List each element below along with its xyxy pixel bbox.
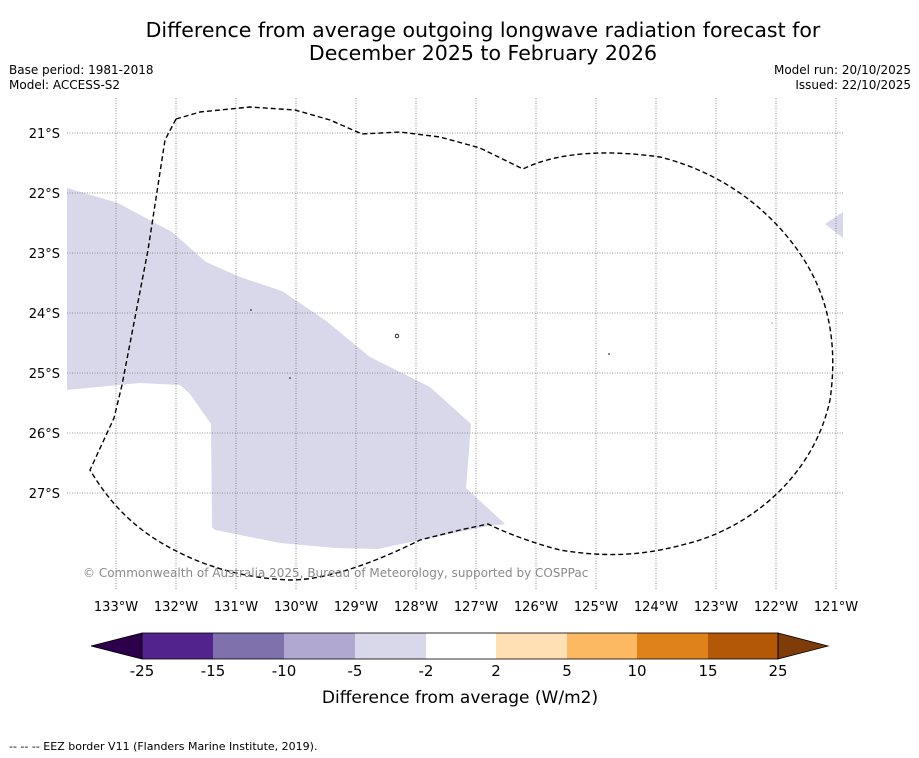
model-name: Model: ACCESS-S2 bbox=[9, 78, 121, 92]
map-title: Difference from average outgoing longwav… bbox=[0, 19, 919, 65]
lat-label-26s: 26°S bbox=[29, 427, 60, 442]
lon-label-123w: 123°W bbox=[694, 600, 738, 615]
lat-label-27s: 27°S bbox=[29, 487, 60, 502]
colorbar-tick-neg25: -25 bbox=[130, 662, 155, 680]
longitude-labels: 133°W 132°W 131°W 130°W 129°W 128°W 127°… bbox=[94, 600, 858, 615]
anomaly-region bbox=[67, 188, 505, 549]
colorbar-tick-neg2: -2 bbox=[419, 662, 434, 680]
colorbar-tick-5: 5 bbox=[562, 662, 572, 680]
colorbar-segment-neg2-2 bbox=[426, 633, 496, 659]
issued-date: Issued: 22/10/2025 bbox=[795, 78, 911, 92]
colorbar-tick-neg15: -15 bbox=[201, 662, 226, 680]
lon-label-128w: 128°W bbox=[394, 600, 438, 615]
map-title-line2: December 2025 to February 2026 bbox=[308, 41, 658, 65]
colorbar bbox=[90, 632, 830, 660]
model-run-date: Model run: 20/10/2025 bbox=[773, 63, 911, 77]
colorbar-tick-25: 25 bbox=[768, 662, 787, 680]
lon-label-132w: 132°W bbox=[154, 600, 198, 615]
colorbar-segment-neg10-neg5 bbox=[284, 633, 355, 659]
colorbar-segment-neg25-neg15 bbox=[142, 633, 213, 659]
colorbar-segment-10-15 bbox=[637, 633, 708, 659]
colorbar-segment-2-5 bbox=[496, 633, 567, 659]
colorbar-outline bbox=[141, 632, 779, 660]
colorbar-ticks: -25 -15 -10 -5 -2 2 5 10 15 25 bbox=[130, 662, 788, 680]
lat-label-22s: 22°S bbox=[29, 187, 60, 202]
colorbar-segment-5-10 bbox=[567, 633, 637, 659]
gridlines bbox=[67, 98, 843, 590]
colorbar-label: Difference from average (W/m2) bbox=[322, 688, 598, 708]
lon-label-130w: 130°W bbox=[274, 600, 318, 615]
colorbar-tick-15: 15 bbox=[698, 662, 717, 680]
lon-label-125w: 125°W bbox=[574, 600, 618, 615]
latitude-labels: 21°S 22°S 23°S 24°S 25°S 26°S 27°S bbox=[29, 127, 60, 502]
anomaly-region-east bbox=[825, 212, 843, 238]
colorbar-tick-10: 10 bbox=[627, 662, 646, 680]
lon-label-133w: 133°W bbox=[94, 600, 138, 615]
lon-label-126w: 126°W bbox=[514, 600, 558, 615]
eez-border bbox=[89, 106, 834, 581]
colorbar-tick-2: 2 bbox=[491, 662, 501, 680]
lon-label-127w: 127°W bbox=[454, 600, 498, 615]
run-info: Model run: 20/10/2025 Issued: 22/10/2025 bbox=[774, 63, 911, 93]
colorbar-segment-neg5-neg2 bbox=[355, 633, 426, 659]
lat-label-23s: 23°S bbox=[29, 247, 60, 262]
eez-legend-note: -- -- -- EEZ border V11 (Flanders Marine… bbox=[9, 740, 318, 753]
lon-label-129w: 129°W bbox=[334, 600, 378, 615]
lon-label-131w: 131°W bbox=[214, 600, 258, 615]
lat-label-24s: 24°S bbox=[29, 307, 60, 322]
lon-label-124w: 124°W bbox=[634, 600, 678, 615]
lat-label-21s: 21°S bbox=[29, 127, 60, 142]
colorbar-tick-neg5: -5 bbox=[348, 662, 363, 680]
island-specks bbox=[250, 309, 773, 379]
lon-label-121w: 121°W bbox=[814, 600, 858, 615]
copyright-notice: © Commonwealth of Australia 2025, Bureau… bbox=[83, 566, 588, 580]
colorbar-extend-low bbox=[90, 632, 143, 660]
map-title-line1: Difference from average outgoing longwav… bbox=[145, 18, 821, 42]
model-info: Base period: 1981-2018 Model: ACCESS-S2 bbox=[9, 63, 154, 93]
base-period: Base period: 1981-2018 bbox=[9, 63, 154, 77]
colorbar-segment-15-25 bbox=[708, 633, 778, 659]
lat-label-25s: 25°S bbox=[29, 367, 60, 382]
colorbar-segment-neg15-neg10 bbox=[213, 633, 284, 659]
colorbar-tick-neg10: -10 bbox=[272, 662, 297, 680]
colorbar-extend-high bbox=[777, 632, 830, 660]
lon-label-122w: 122°W bbox=[754, 600, 798, 615]
